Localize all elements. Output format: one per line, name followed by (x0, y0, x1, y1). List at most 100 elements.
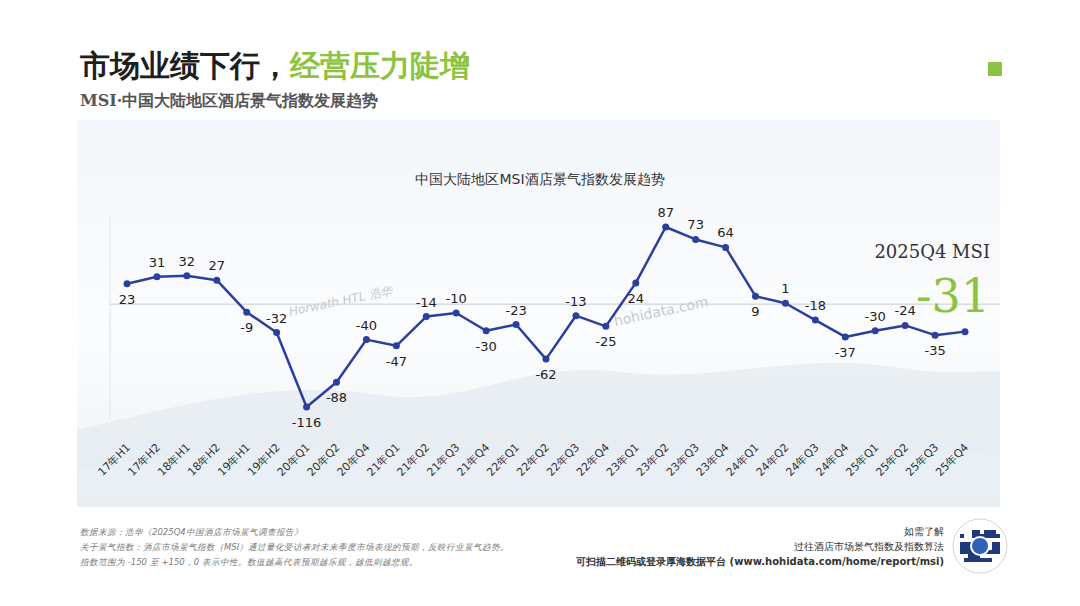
point (632, 279, 639, 286)
y-axis-line (110, 216, 111, 420)
point (183, 272, 190, 279)
qr-cell (984, 530, 988, 534)
point (483, 327, 490, 334)
title-part: 经营压力陡增 (289, 48, 470, 83)
point (213, 277, 220, 284)
data-label: 24 (628, 291, 645, 306)
qr-cell (992, 550, 996, 554)
data-label: -13 (565, 294, 586, 309)
data-label: -32 (266, 311, 287, 326)
qr-frame (953, 519, 1007, 573)
data-label: -24 (895, 303, 916, 318)
qr-cell (992, 546, 996, 550)
data-label: 73 (687, 217, 704, 232)
qr-cell (980, 558, 984, 562)
qr-cell (988, 534, 992, 538)
x-tick-label: 17年H2 (125, 441, 163, 479)
point (842, 333, 849, 340)
point (303, 403, 310, 410)
qr-cell (968, 558, 972, 562)
qr-cell (960, 546, 964, 550)
point (333, 379, 340, 386)
point (602, 323, 609, 330)
qr-cell (976, 530, 980, 534)
qr-cell (996, 550, 1000, 554)
point (572, 312, 579, 319)
data-label: 64 (717, 225, 734, 240)
annotation-value: -31 (916, 269, 990, 323)
qr-cell (996, 546, 1000, 550)
qr-cell (960, 542, 964, 546)
contact-text: 过往酒店市场景气指数及指数算法 (794, 541, 944, 552)
point (722, 244, 729, 251)
qr-cell (984, 558, 988, 562)
data-label: -14 (416, 295, 437, 310)
qr-cell (972, 530, 976, 534)
line (127, 227, 965, 407)
data-label: -37 (835, 345, 856, 360)
snow-hill (77, 363, 1000, 507)
point (662, 224, 669, 231)
qr-cell (964, 542, 968, 546)
footnote: 数据来源：浩华《2025Q4中国酒店市场景气调查报告》 (80, 527, 303, 537)
plot-marks (124, 224, 969, 411)
watermark: Horwath HTL 浩华 (288, 283, 396, 319)
data-label: -40 (356, 318, 377, 333)
qr-cell (996, 534, 1000, 538)
qr-logo (971, 537, 989, 555)
data-label: -9 (240, 320, 253, 335)
data-label: -30 (865, 309, 886, 324)
point (124, 280, 131, 287)
qr-cell (960, 550, 964, 554)
point (692, 236, 699, 243)
point (243, 309, 250, 316)
footnote: 关于景气指数：酒店市场景气指数（MSI）通过量化受访者对未来季度市场表现的预期，… (80, 542, 509, 552)
point (872, 327, 879, 334)
point (932, 332, 939, 339)
qr-cell (996, 542, 1000, 546)
data-label: -35 (924, 343, 945, 358)
data-label: 9 (751, 304, 759, 319)
data-label: -62 (535, 367, 556, 382)
point (902, 322, 909, 329)
page: 市场业绩下行，经营压力陡增 MSI·中国大陆地区酒店景气指数发展趋势 Horwath… (0, 0, 1080, 606)
x-tick-label: 17年H1 (95, 441, 133, 479)
point (273, 329, 280, 336)
point (782, 300, 789, 307)
x-tick-label: 25年Q4 (933, 441, 971, 479)
qr-cell (976, 558, 980, 562)
data-label: -116 (292, 415, 322, 430)
panel (77, 120, 1000, 507)
data-label: -23 (505, 303, 526, 318)
qr-cell (988, 558, 992, 562)
qr-cell (964, 546, 968, 550)
qr-cell (968, 554, 972, 558)
data-label: -47 (386, 354, 407, 369)
x-tick-label: 18年H1 (155, 441, 193, 479)
qr-cell (992, 534, 996, 538)
point (543, 356, 550, 363)
qr-cell (972, 558, 976, 562)
point (812, 317, 819, 324)
page-subtitle: MSI·中国大陆地区酒店景气指数发展趋势 (80, 91, 378, 110)
point (513, 321, 520, 328)
footnote: 指数范围为 -150 至 +150，0 表示中性。数值越高代表预期越乐观，越低则… (80, 557, 418, 567)
data-label: 32 (179, 254, 196, 269)
point (393, 342, 400, 349)
qr-cell (992, 530, 996, 534)
point (453, 310, 460, 317)
qr-cell (964, 550, 968, 554)
qr-cell (988, 530, 992, 534)
contact-text: 可扫描二维码或登录厚海数据平台 (www.hohidata.com/home/r… (575, 556, 944, 567)
qr-cell (964, 558, 968, 562)
point (962, 328, 969, 335)
point (423, 313, 430, 320)
annotation-title: 2025Q4 MSI (874, 241, 990, 262)
corner-square (988, 62, 1002, 76)
page-title: 市场业绩下行，经营压力陡增 (79, 48, 470, 83)
qr-code (953, 519, 1007, 573)
x-tick-label: 19年H1 (215, 441, 253, 479)
point (752, 293, 759, 300)
contact-text: 如需了解 (904, 526, 944, 537)
data-label: 1 (781, 281, 789, 296)
